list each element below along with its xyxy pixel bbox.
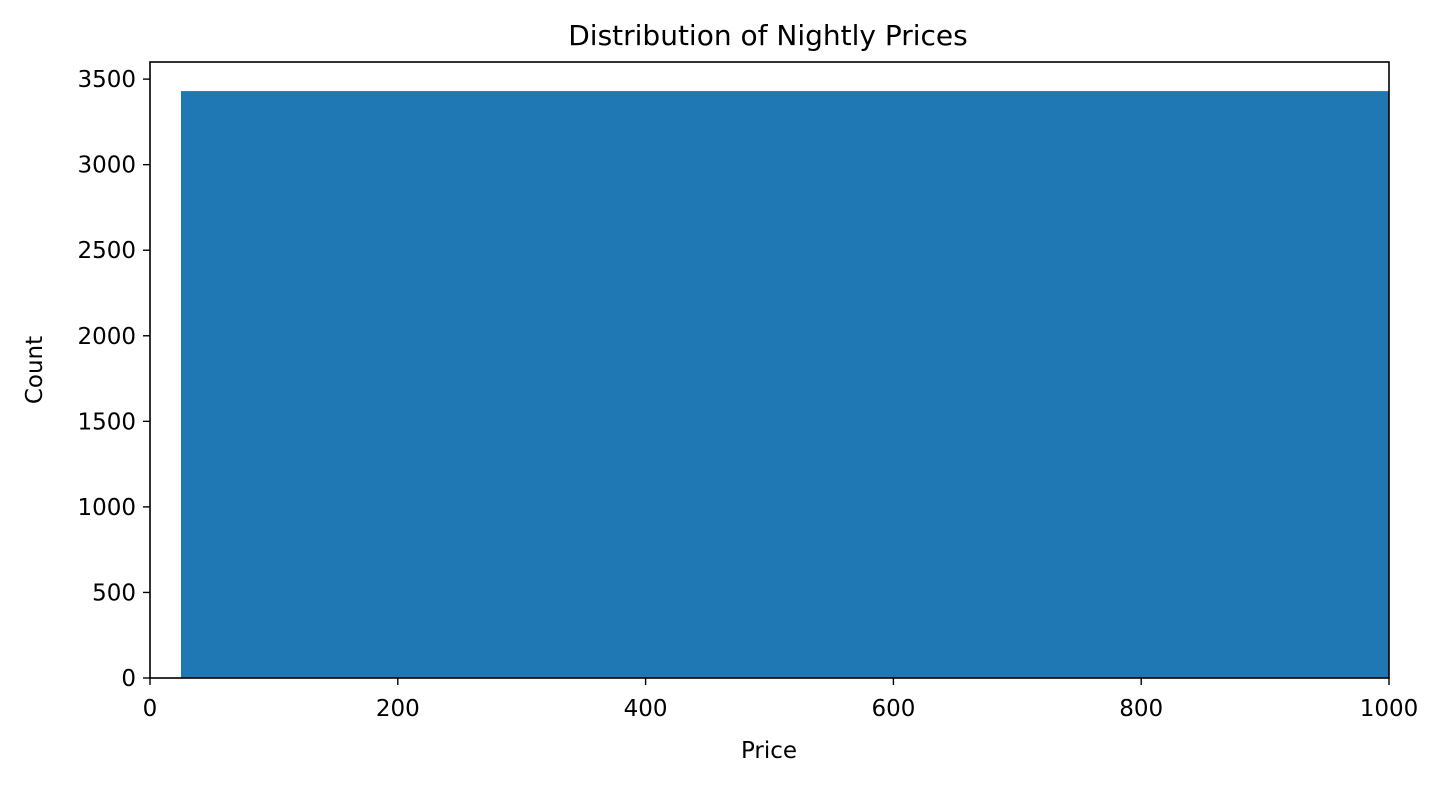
y-tick-label-2: 1000 <box>77 495 136 521</box>
chart-title: Distribution of Nightly Prices <box>568 19 968 52</box>
x-tick-label-3: 600 <box>871 696 915 722</box>
y-axis-label: Count <box>22 336 48 404</box>
x-axis-label: Price <box>741 738 797 764</box>
y-tick-label-4: 2000 <box>77 324 136 350</box>
y-tick-label-5: 2500 <box>77 238 136 264</box>
x-axis-ticks: 0 200 400 600 800 1000 <box>143 678 1419 722</box>
y-tick-label-7: 3500 <box>77 67 136 93</box>
x-tick-label-1: 200 <box>376 696 420 722</box>
histogram-bar-0 <box>180 91 1390 679</box>
x-tick-label-0: 0 <box>143 696 158 722</box>
x-tick-label-2: 400 <box>624 696 668 722</box>
y-tick-label-3: 1500 <box>77 409 136 435</box>
y-tick-label-0: 0 <box>121 666 136 692</box>
x-tick-label-5: 1000 <box>1360 696 1419 722</box>
y-axis-ticks: 0 500 1000 1500 2000 2500 3000 3500 <box>77 67 150 692</box>
bars-layer <box>180 91 1390 679</box>
y-tick-label-6: 3000 <box>77 153 136 179</box>
x-tick-label-4: 800 <box>1119 696 1163 722</box>
plot-frame <box>149 61 1390 679</box>
y-tick-label-1: 500 <box>92 580 136 606</box>
